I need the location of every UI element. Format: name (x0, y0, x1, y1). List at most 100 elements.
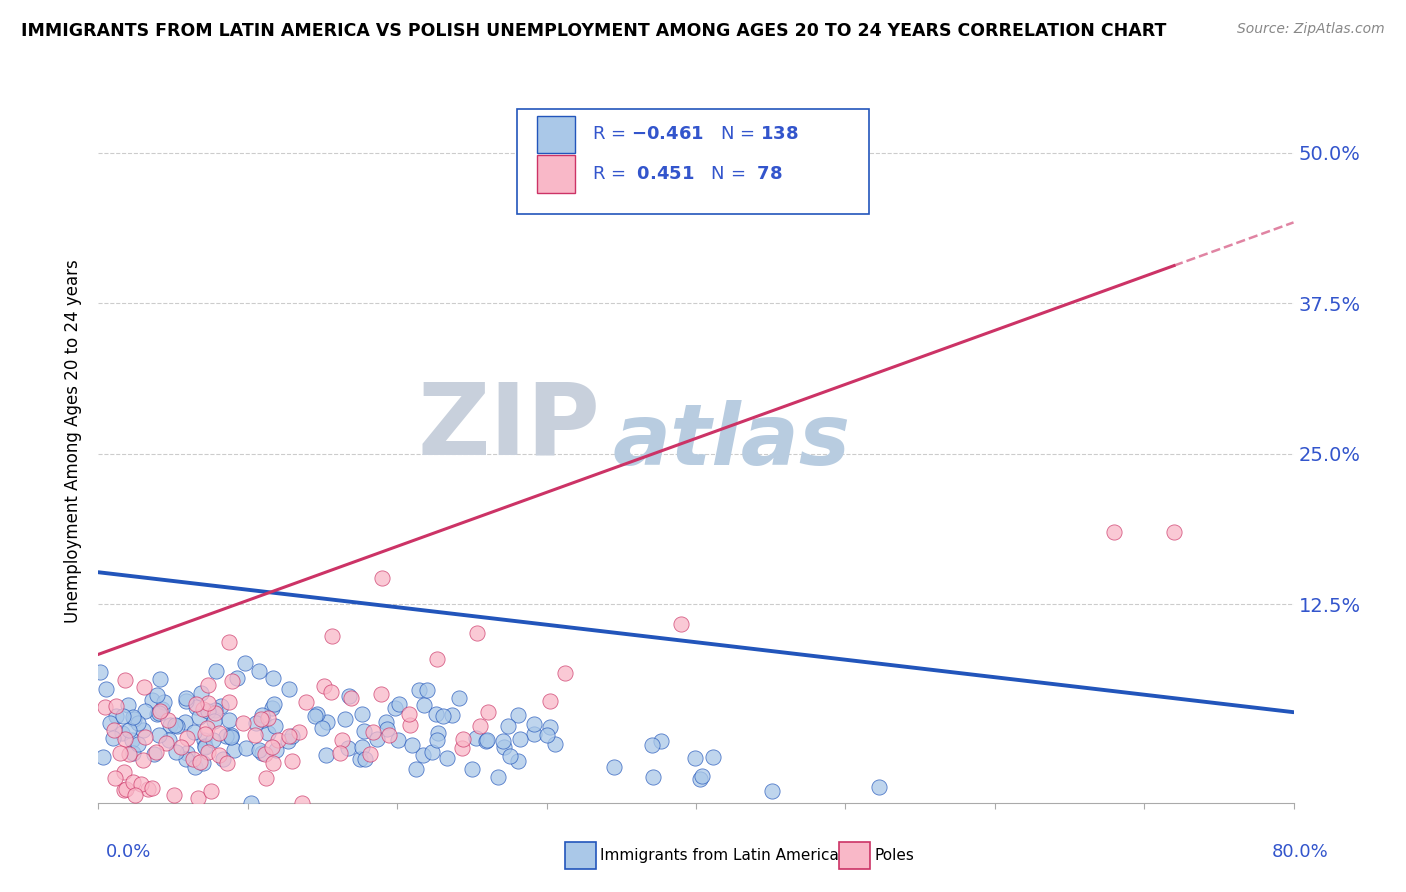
Text: ZIP: ZIP (418, 378, 600, 475)
Point (215, 651, 238, 665)
Point (218, 572, 240, 586)
Point (257, 568, 280, 582)
Point (451, 623, 474, 637)
Point (93, 640, 115, 654)
Point (176, 605, 198, 619)
Point (426, 461, 449, 475)
Point (127, 577, 149, 591)
Point (683, 640, 706, 655)
Point (509, 607, 531, 621)
Point (247, 627, 270, 641)
Point (868, 695, 890, 709)
Point (186, 543, 208, 558)
Point (264, 583, 287, 598)
Point (184, 658, 207, 673)
Point (197, 508, 219, 523)
Point (354, 643, 377, 657)
Point (349, 643, 371, 657)
Point (197, 541, 219, 555)
Point (461, 661, 484, 675)
Text: atlas: atlas (613, 400, 851, 483)
Point (412, 544, 434, 558)
Point (432, 565, 454, 579)
Point (117, 546, 139, 560)
Point (263, 544, 285, 558)
Point (105, 547, 128, 561)
Point (371, 314, 394, 328)
Point (193, 608, 215, 623)
Point (262, 496, 284, 510)
FancyBboxPatch shape (537, 116, 575, 153)
Point (103, 591, 125, 605)
Point (257, 595, 280, 609)
Point (316, 575, 339, 590)
Point (366, 607, 388, 622)
Point (184, 549, 207, 563)
Point (204, 574, 226, 589)
Point (330, 609, 353, 624)
Point (195, 587, 218, 601)
Point (148, 559, 170, 574)
Point (149, 497, 172, 511)
Point (211, 642, 233, 657)
Point (399, 581, 422, 595)
Point (222, 627, 245, 641)
Point (208, 596, 231, 610)
Point (470, 583, 492, 598)
Point (205, 483, 228, 497)
Point (121, 608, 143, 623)
Point (159, 581, 181, 595)
Point (108, 632, 131, 647)
Point (492, 610, 515, 624)
Point (523, 598, 546, 612)
Text: Source: ZipAtlas.com: Source: ZipAtlas.com (1237, 22, 1385, 37)
Point (641, 676, 664, 690)
Point (281, 646, 304, 660)
Point (252, 564, 274, 578)
Point (155, 614, 177, 628)
Point (202, 609, 225, 624)
Point (134, 556, 156, 570)
Point (188, 648, 211, 662)
Point (148, 600, 170, 615)
Point (494, 622, 516, 636)
Point (312, 510, 335, 524)
Point (141, 535, 163, 549)
Point (183, 593, 205, 607)
Point (486, 675, 509, 690)
FancyBboxPatch shape (537, 155, 575, 193)
Point (219, 599, 242, 614)
Point (112, 699, 135, 714)
Point (278, 515, 301, 529)
Point (101, 606, 124, 620)
Point (115, 698, 138, 712)
Point (218, 541, 240, 555)
Point (451, 607, 474, 622)
Point (499, 638, 522, 652)
Point (129, 690, 152, 704)
Point (387, 608, 409, 623)
Point (174, 643, 197, 657)
Point (352, 561, 374, 575)
Point (225, 497, 247, 511)
Point (340, 532, 363, 546)
Point (690, 673, 713, 688)
Point (465, 414, 488, 428)
Point (136, 698, 159, 712)
Point (124, 708, 146, 723)
Text: R =  $\mathbf{0.451}$   N =  $\mathbf{78}$: R = $\mathbf{0.451}$ N = $\mathbf{78}$ (592, 165, 783, 183)
Point (114, 607, 136, 622)
Point (114, 500, 136, 514)
Point (294, 540, 316, 554)
Point (149, 555, 172, 569)
Point (506, 562, 529, 576)
Point (187, 714, 209, 729)
Point (536, 599, 558, 614)
Point (702, 639, 724, 653)
Text: R = $\mathbf{-0.461}$   N = $\mathbf{138}$: R = $\mathbf{-0.461}$ N = $\mathbf{138}$ (592, 126, 799, 144)
Point (288, 593, 311, 607)
Point (328, 632, 350, 647)
Point (170, 622, 193, 636)
Point (474, 610, 496, 624)
Point (554, 486, 576, 500)
